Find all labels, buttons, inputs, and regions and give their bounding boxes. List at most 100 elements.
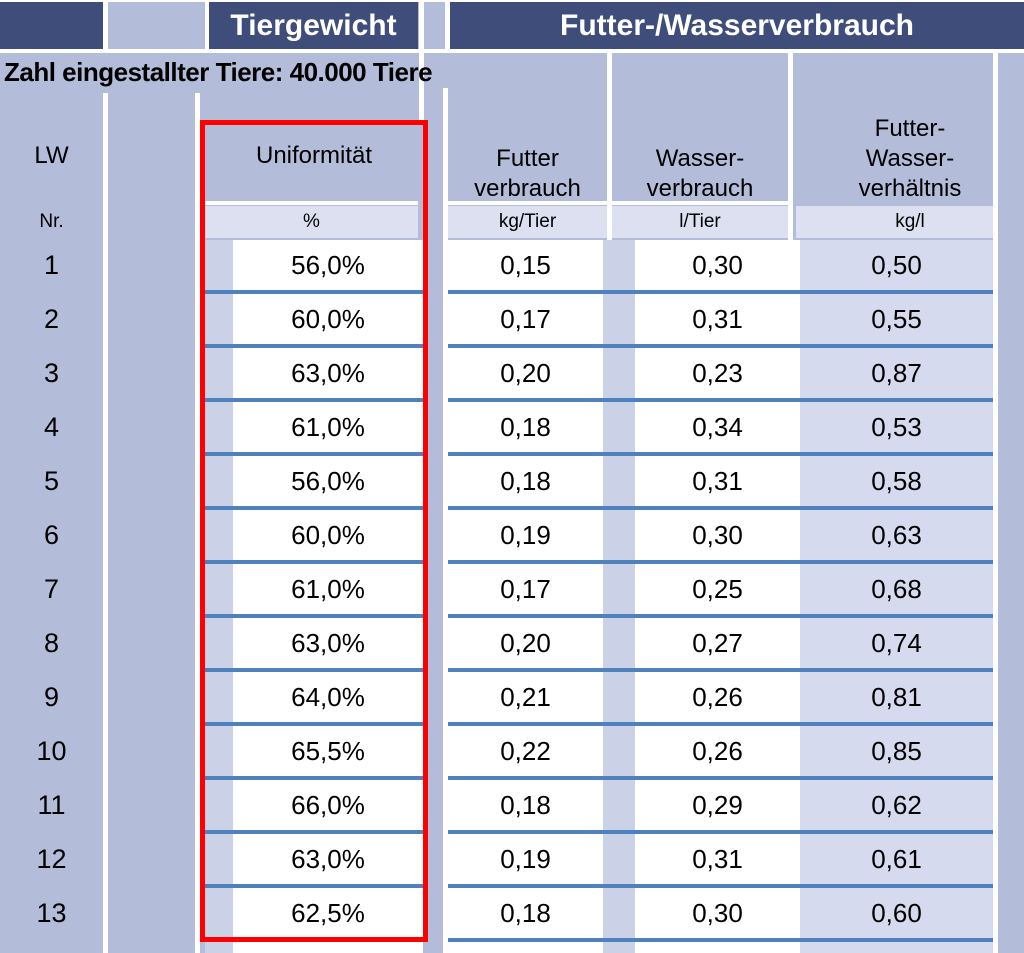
cell-futterverbrauch xyxy=(448,942,603,953)
colheader-fw-line1: Futter- xyxy=(874,115,946,142)
subtitle-animal-count: Zahl eingestallter Tiere: 40.000 Tiere xyxy=(4,57,433,87)
uniformitaet-highlight-box xyxy=(200,120,428,942)
unit-cell-percent xyxy=(205,206,418,238)
cell-futter-wasser-verhaeltnis: 0,63 xyxy=(800,510,993,560)
unit-kg-l: kg/l xyxy=(895,211,925,232)
table-row: 10 65,5% 0,22 0,26 0,85 xyxy=(0,726,1024,780)
table-row: 12 63,0% 0,19 0,31 0,61 xyxy=(0,834,1024,888)
cell-futter-wasser-verhaeltnis: 0,74 xyxy=(800,618,993,668)
unit-cell-kg-l xyxy=(796,206,993,238)
cell-futter-wasser-verhaeltnis: 0,60 xyxy=(800,888,993,938)
cell-futterverbrauch: 0,15 xyxy=(448,240,603,290)
cell-uniformitaet: 60,0% xyxy=(233,294,423,344)
cell-uniformitaet: 56,0% xyxy=(233,456,423,506)
cell-futterverbrauch: 0,18 xyxy=(448,402,603,452)
cell-futter-wasser-verhaeltnis: 0,87 xyxy=(800,348,993,398)
cell-wasserverbrauch: 0,29 xyxy=(635,780,800,830)
banner-gap-1 xyxy=(103,2,108,49)
uniformitaet-cell-zone: 64,0% xyxy=(205,672,423,726)
uniformitaet-cell-zone: 60,0% xyxy=(205,510,423,564)
cell-lw-week: 7 xyxy=(43,574,60,604)
table-row: 7 61,0% 0,17 0,25 0,68 xyxy=(0,564,1024,618)
cell-uniformitaet: 60,0% xyxy=(233,510,423,560)
colheader-futterverbrauch: Futter verbrauch xyxy=(448,144,607,204)
cell-futterverbrauch: 0,19 xyxy=(448,510,603,560)
consumption-cell-zone: 0,19 0,30 0,63 xyxy=(448,510,993,564)
cell-futter-wasser-verhaeltnis: 0,58 xyxy=(800,456,993,506)
uniformitaet-cell-zone: 62,5% xyxy=(205,888,423,942)
cell-lw-week: 11 xyxy=(37,790,66,820)
colheader-uniformitaet: Uniformität xyxy=(255,142,373,169)
cell-wasserverbrauch xyxy=(635,942,800,953)
table-row: 3 63,0% 0,20 0,23 0,87 xyxy=(0,348,1024,402)
col-separator-4 xyxy=(607,53,612,240)
uniformitaet-cell-zone: 61,0% xyxy=(205,564,423,618)
consumption-cell-zone xyxy=(448,942,993,953)
cell-uniformitaet: 63,0% xyxy=(233,834,423,884)
col-separator-6 xyxy=(993,53,998,953)
consumption-cell-zone: 0,18 0,34 0,53 xyxy=(448,402,993,456)
cell-wasserverbrauch: 0,30 xyxy=(635,888,800,938)
colheader-lw: LW xyxy=(34,142,69,169)
uniformitaet-cell-zone: 66,0% xyxy=(205,780,423,834)
cell-lw-week: 5 xyxy=(43,466,60,496)
uniformitaet-cell-zone: 65,5% xyxy=(205,726,423,780)
banner-underline xyxy=(0,49,1024,53)
consumption-cell-zone: 0,18 0,29 0,62 xyxy=(448,780,993,834)
unit-row-topline-3 xyxy=(612,201,788,205)
uniformitaet-cell-zone: 63,0% xyxy=(205,834,423,888)
cell-lw-week: 1 xyxy=(43,250,60,280)
cell-uniformitaet: 63,0% xyxy=(233,618,423,668)
cell-futterverbrauch: 0,18 xyxy=(448,456,603,506)
uniformitaet-cell-zone: 56,0% xyxy=(205,240,423,294)
cell-wasserverbrauch: 0,26 xyxy=(635,726,800,776)
cell-uniformitaet: 61,0% xyxy=(233,402,423,452)
cell-uniformitaet: 66,0% xyxy=(233,780,423,830)
unit-row-topline-1 xyxy=(205,201,418,205)
cell-wasserverbrauch: 0,31 xyxy=(635,834,800,884)
cell-futterverbrauch: 0,22 xyxy=(448,726,603,776)
cell-futterverbrauch: 0,20 xyxy=(448,348,603,398)
colheader-fw-line3: verhältnis xyxy=(858,175,962,202)
consumption-cell-zone: 0,15 0,30 0,50 xyxy=(448,240,993,294)
cell-uniformitaet: 64,0% xyxy=(233,672,423,722)
cell-futter-wasser-verhaeltnis: 0,85 xyxy=(800,726,993,776)
cell-futter-wasser-verhaeltnis xyxy=(800,942,993,953)
cell-futter-wasser-verhaeltnis: 0,53 xyxy=(800,402,993,452)
cell-futterverbrauch: 0,17 xyxy=(448,564,603,614)
top-edge-line xyxy=(0,0,1024,2)
consumption-cell-zone: 0,18 0,30 0,60 xyxy=(448,888,993,942)
cell-uniformitaet: 61,0% xyxy=(233,564,423,614)
table-row: 9 64,0% 0,21 0,26 0,81 xyxy=(0,672,1024,726)
banner-futter-wasserverbrauch: Futter-/Wasserverbrauch xyxy=(450,2,1024,49)
colheader-futter-wasser-verhaeltnis: Futter- Wasser- verhältnis xyxy=(796,114,1024,204)
cell-lw-week: 3 xyxy=(43,358,60,388)
cell-futter-wasser-verhaeltnis: 0,61 xyxy=(800,834,993,884)
colheader-futter-line2: verbrauch xyxy=(474,175,581,202)
cell-futter-wasser-verhaeltnis: 0,55 xyxy=(800,294,993,344)
cell-lw-week: 10 xyxy=(36,736,67,766)
banner-gap-3 xyxy=(419,2,424,120)
cell-wasserverbrauch: 0,31 xyxy=(635,456,800,506)
banner-tiergewicht: Tiergewicht xyxy=(209,2,418,49)
unit-cell-l-tier xyxy=(612,206,788,238)
cell-uniformitaet: 63,0% xyxy=(233,348,423,398)
cell-futter-wasser-verhaeltnis: 0,62 xyxy=(800,780,993,830)
cell-futterverbrauch: 0,18 xyxy=(448,888,603,938)
cell-wasserverbrauch: 0,34 xyxy=(635,402,800,452)
cell-lw-week: 8 xyxy=(43,628,60,658)
col-separator-5 xyxy=(788,53,793,240)
consumption-cell-zone: 0,18 0,31 0,58 xyxy=(448,456,993,510)
col-separator-2 xyxy=(195,93,200,953)
uniformitaet-cell-zone: 63,0% xyxy=(205,618,423,672)
unit-row-topline-2 xyxy=(448,201,607,205)
cell-wasserverbrauch: 0,25 xyxy=(635,564,800,614)
cell-futter-wasser-verhaeltnis: 0,50 xyxy=(800,240,993,290)
cell-lw-week: 6 xyxy=(43,520,60,550)
table-row: 8 63,0% 0,20 0,27 0,74 xyxy=(0,618,1024,672)
consumption-cell-zone: 0,17 0,31 0,55 xyxy=(448,294,993,348)
cell-wasserverbrauch: 0,30 xyxy=(635,510,800,560)
cell-wasserverbrauch: 0,26 xyxy=(635,672,800,722)
cell-futter-wasser-verhaeltnis: 0,68 xyxy=(800,564,993,614)
uniformitaet-cell-zone: 63,0% xyxy=(205,348,423,402)
